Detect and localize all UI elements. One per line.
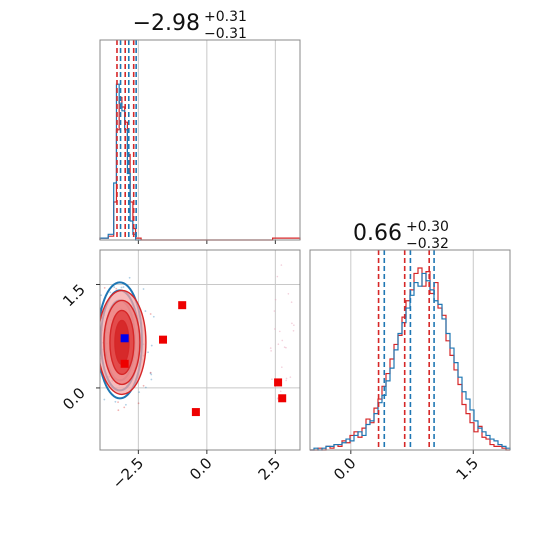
y-tick-label: 1.5 [59, 281, 89, 311]
histogram-panel-top-left [99, 39, 301, 244]
sample-dot [273, 310, 276, 312]
title-minus: −0.32 [406, 236, 449, 252]
y-tick-label: 0.0 [59, 384, 89, 414]
sample-dot [279, 390, 282, 393]
blue-square-marker [120, 334, 129, 343]
sample-dot [98, 359, 100, 361]
sample-dot [285, 346, 287, 349]
sample-dot [289, 376, 292, 378]
sample-dot [147, 351, 149, 354]
contour-red [114, 319, 130, 366]
title-minus: −0.31 [204, 26, 247, 42]
axes-frame [99, 39, 301, 241]
histogram-line-blue [99, 83, 142, 241]
sample-dot [103, 398, 106, 401]
sample-dot [114, 400, 117, 403]
sample-dot [122, 286, 125, 288]
sample-dot [117, 409, 120, 412]
sample-dot [276, 275, 279, 278]
sample-dot [287, 293, 290, 295]
sample-dot [93, 359, 95, 361]
sample-dot [109, 291, 112, 294]
sample-dot [277, 343, 280, 345]
sample-dot [152, 315, 155, 318]
sample-dot [150, 373, 153, 376]
red-square-marker [178, 301, 187, 310]
sample-dot [138, 391, 141, 394]
red-square-marker [274, 378, 283, 387]
sample-dot [113, 286, 116, 289]
sample-dot [142, 288, 145, 290]
sample-dot [88, 322, 90, 324]
sample-dot [115, 287, 118, 290]
sample-dot [144, 310, 147, 312]
sample-dot [285, 377, 288, 380]
sample-dot [290, 301, 293, 303]
title-value: −2.98 [133, 11, 200, 36]
sample-dot [271, 378, 273, 381]
title-value: 0.66 [353, 221, 402, 246]
sample-dot [90, 359, 92, 361]
red-square-marker [159, 335, 168, 344]
x-tick-label: 1.5 [452, 454, 482, 484]
sample-dot [269, 347, 272, 349]
sample-dot [270, 350, 272, 352]
title-top-left: −2.98 +0.31−0.31 [133, 9, 247, 42]
title-plus: +0.31 [204, 9, 247, 25]
title-bottom-right: 0.66 +0.30−0.32 [353, 219, 449, 252]
histogram-line-blue [310, 272, 511, 451]
x-tick-label: −2.5 [109, 454, 147, 492]
panel-titles: −2.98 +0.31−0.31 0.66 +0.30−0.32 [133, 9, 449, 252]
x-tick-label: 0.0 [330, 454, 360, 484]
sample-dot [137, 402, 140, 405]
sample-dot [120, 286, 123, 289]
contour-group [88, 264, 295, 412]
sample-dot [281, 366, 283, 368]
sample-dot [128, 276, 131, 279]
sample-dot [278, 330, 281, 333]
sample-dot [280, 264, 283, 266]
sample-dot [273, 328, 276, 330]
sample-dot [291, 322, 293, 325]
sample-dot [281, 339, 284, 342]
sample-dot [149, 372, 152, 375]
sample-dot [142, 384, 145, 387]
sample-dot [149, 313, 152, 315]
sample-dot [292, 329, 295, 332]
sample-dot [117, 401, 119, 404]
red-square-marker [278, 394, 287, 403]
histogram-panel-bottom-right: 0.0 1.5 [309, 249, 511, 484]
axes-frame [309, 249, 511, 451]
sample-dot [100, 294, 103, 297]
sample-dot [103, 286, 106, 289]
sample-dot [90, 327, 92, 329]
red-square-marker [191, 408, 200, 417]
sample-dot [274, 298, 277, 301]
axes-frame [99, 249, 301, 451]
red-square-marker [120, 359, 129, 368]
x-tick-label: 0.0 [186, 454, 216, 484]
sample-dot [149, 371, 152, 374]
sample-dot [92, 342, 94, 344]
x-tick-label: 2.5 [255, 454, 285, 484]
title-plus: +0.30 [406, 219, 449, 235]
sample-dot [293, 324, 295, 326]
sample-dot [150, 378, 153, 381]
sample-dot [150, 344, 153, 347]
sample-dot [95, 345, 97, 347]
sample-dot [144, 386, 147, 389]
sample-dot [285, 379, 287, 382]
sample-dot [92, 365, 94, 367]
sample-dot [124, 403, 127, 406]
sample-dot [123, 406, 126, 409]
sample-dot [89, 325, 91, 327]
scatter-panel-bottom-left: −2.5 0.0 2.5 0.0 1.5 [59, 249, 301, 493]
sample-dot [283, 346, 286, 348]
sample-dot [88, 359, 90, 361]
